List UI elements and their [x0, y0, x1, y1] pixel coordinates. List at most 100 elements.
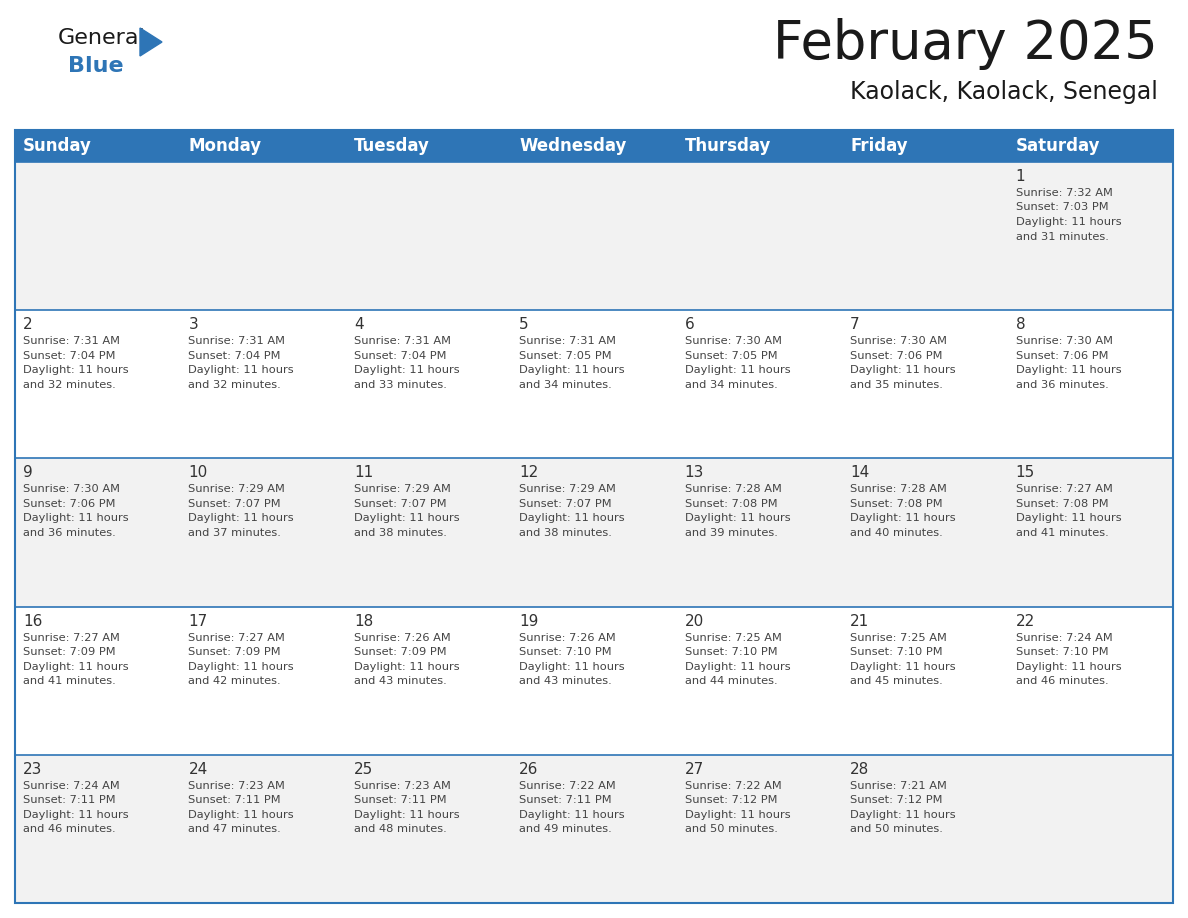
Text: and 32 minutes.: and 32 minutes. [189, 380, 282, 390]
Text: 6: 6 [684, 318, 695, 332]
Text: Sunset: 7:10 PM: Sunset: 7:10 PM [851, 647, 943, 657]
Text: Daylight: 11 hours: Daylight: 11 hours [1016, 365, 1121, 375]
Text: 10: 10 [189, 465, 208, 480]
Text: Sunrise: 7:23 AM: Sunrise: 7:23 AM [189, 781, 285, 790]
Text: and 41 minutes.: and 41 minutes. [1016, 528, 1108, 538]
Text: and 35 minutes.: and 35 minutes. [851, 380, 943, 390]
Text: Sunrise: 7:25 AM: Sunrise: 7:25 AM [851, 633, 947, 643]
Text: Sunset: 7:09 PM: Sunset: 7:09 PM [189, 647, 282, 657]
Text: 3: 3 [189, 318, 198, 332]
Bar [15, 607, 1173, 755]
Text: Sunrise: 7:24 AM: Sunrise: 7:24 AM [1016, 633, 1112, 643]
Text: 21: 21 [851, 613, 870, 629]
Polygon shape [140, 28, 162, 56]
Text: and 44 minutes.: and 44 minutes. [684, 676, 777, 686]
Text: 2: 2 [23, 318, 32, 332]
Text: 13: 13 [684, 465, 704, 480]
Text: 7: 7 [851, 318, 860, 332]
Text: Sunset: 7:06 PM: Sunset: 7:06 PM [23, 498, 115, 509]
Text: and 34 minutes.: and 34 minutes. [519, 380, 612, 390]
Text: 12: 12 [519, 465, 538, 480]
Text: Sunrise: 7:27 AM: Sunrise: 7:27 AM [23, 633, 120, 643]
Text: and 31 minutes.: and 31 minutes. [1016, 231, 1108, 241]
Text: Sunset: 7:11 PM: Sunset: 7:11 PM [23, 795, 115, 805]
Text: Sunrise: 7:31 AM: Sunrise: 7:31 AM [23, 336, 120, 346]
Text: Daylight: 11 hours: Daylight: 11 hours [851, 513, 956, 523]
Text: Sunset: 7:05 PM: Sunset: 7:05 PM [684, 351, 777, 361]
Text: Sunrise: 7:26 AM: Sunrise: 7:26 AM [354, 633, 450, 643]
Text: Wednesday: Wednesday [519, 137, 626, 155]
Text: 1: 1 [1016, 169, 1025, 184]
Bar [15, 130, 1173, 903]
Text: Sunset: 7:09 PM: Sunset: 7:09 PM [354, 647, 447, 657]
Text: Sunrise: 7:31 AM: Sunrise: 7:31 AM [519, 336, 617, 346]
Text: 11: 11 [354, 465, 373, 480]
Text: Daylight: 11 hours: Daylight: 11 hours [1016, 513, 1121, 523]
Text: 20: 20 [684, 613, 704, 629]
Text: Daylight: 11 hours: Daylight: 11 hours [519, 365, 625, 375]
Text: Tuesday: Tuesday [354, 137, 430, 155]
Text: 27: 27 [684, 762, 704, 777]
Text: Friday: Friday [851, 137, 908, 155]
Text: and 49 minutes.: and 49 minutes. [519, 824, 612, 834]
Text: Sunset: 7:11 PM: Sunset: 7:11 PM [354, 795, 447, 805]
Text: Sunrise: 7:28 AM: Sunrise: 7:28 AM [851, 485, 947, 495]
Text: Sunrise: 7:31 AM: Sunrise: 7:31 AM [189, 336, 285, 346]
Text: Sunrise: 7:22 AM: Sunrise: 7:22 AM [684, 781, 782, 790]
Text: 19: 19 [519, 613, 538, 629]
Bar [15, 310, 1173, 458]
Text: 15: 15 [1016, 465, 1035, 480]
Text: Daylight: 11 hours: Daylight: 11 hours [23, 662, 128, 672]
Text: and 36 minutes.: and 36 minutes. [23, 528, 115, 538]
Text: Saturday: Saturday [1016, 137, 1100, 155]
Text: Daylight: 11 hours: Daylight: 11 hours [189, 513, 295, 523]
Text: and 37 minutes.: and 37 minutes. [189, 528, 282, 538]
Text: 23: 23 [23, 762, 43, 777]
Text: 18: 18 [354, 613, 373, 629]
Text: Daylight: 11 hours: Daylight: 11 hours [354, 365, 460, 375]
Text: Daylight: 11 hours: Daylight: 11 hours [684, 662, 790, 672]
Text: Sunset: 7:06 PM: Sunset: 7:06 PM [1016, 351, 1108, 361]
Text: Thursday: Thursday [684, 137, 771, 155]
Text: Sunset: 7:12 PM: Sunset: 7:12 PM [851, 795, 942, 805]
Text: Sunrise: 7:22 AM: Sunrise: 7:22 AM [519, 781, 617, 790]
Text: and 33 minutes.: and 33 minutes. [354, 380, 447, 390]
Text: Blue: Blue [68, 56, 124, 76]
Text: Sunrise: 7:23 AM: Sunrise: 7:23 AM [354, 781, 450, 790]
Text: Daylight: 11 hours: Daylight: 11 hours [1016, 662, 1121, 672]
Text: Sunrise: 7:31 AM: Sunrise: 7:31 AM [354, 336, 451, 346]
Text: Sunrise: 7:27 AM: Sunrise: 7:27 AM [1016, 485, 1112, 495]
Text: Daylight: 11 hours: Daylight: 11 hours [1016, 217, 1121, 227]
Text: Kaolack, Kaolack, Senegal: Kaolack, Kaolack, Senegal [851, 80, 1158, 104]
Text: Daylight: 11 hours: Daylight: 11 hours [23, 365, 128, 375]
Text: Daylight: 11 hours: Daylight: 11 hours [851, 365, 956, 375]
Text: Sunrise: 7:26 AM: Sunrise: 7:26 AM [519, 633, 617, 643]
Text: Sunset: 7:05 PM: Sunset: 7:05 PM [519, 351, 612, 361]
Text: Sunrise: 7:28 AM: Sunrise: 7:28 AM [684, 485, 782, 495]
Text: Sunrise: 7:29 AM: Sunrise: 7:29 AM [519, 485, 617, 495]
Text: and 38 minutes.: and 38 minutes. [354, 528, 447, 538]
Text: and 39 minutes.: and 39 minutes. [684, 528, 778, 538]
Text: Sunset: 7:07 PM: Sunset: 7:07 PM [189, 498, 282, 509]
Text: and 50 minutes.: and 50 minutes. [684, 824, 778, 834]
Text: Sunrise: 7:30 AM: Sunrise: 7:30 AM [684, 336, 782, 346]
Text: Sunset: 7:07 PM: Sunset: 7:07 PM [519, 498, 612, 509]
Text: Sunrise: 7:24 AM: Sunrise: 7:24 AM [23, 781, 120, 790]
Text: Daylight: 11 hours: Daylight: 11 hours [189, 662, 295, 672]
Text: and 48 minutes.: and 48 minutes. [354, 824, 447, 834]
Text: Sunset: 7:06 PM: Sunset: 7:06 PM [851, 351, 942, 361]
Text: Sunday: Sunday [23, 137, 91, 155]
Text: Sunrise: 7:30 AM: Sunrise: 7:30 AM [851, 336, 947, 346]
Text: Daylight: 11 hours: Daylight: 11 hours [519, 513, 625, 523]
Text: Sunrise: 7:29 AM: Sunrise: 7:29 AM [189, 485, 285, 495]
Text: and 46 minutes.: and 46 minutes. [1016, 676, 1108, 686]
Text: Daylight: 11 hours: Daylight: 11 hours [519, 810, 625, 820]
Text: 16: 16 [23, 613, 43, 629]
Text: Sunset: 7:03 PM: Sunset: 7:03 PM [1016, 203, 1108, 212]
Text: and 34 minutes.: and 34 minutes. [684, 380, 777, 390]
Text: Daylight: 11 hours: Daylight: 11 hours [354, 662, 460, 672]
Text: 4: 4 [354, 318, 364, 332]
Text: Sunset: 7:04 PM: Sunset: 7:04 PM [23, 351, 115, 361]
Text: Daylight: 11 hours: Daylight: 11 hours [851, 810, 956, 820]
Text: and 38 minutes.: and 38 minutes. [519, 528, 612, 538]
